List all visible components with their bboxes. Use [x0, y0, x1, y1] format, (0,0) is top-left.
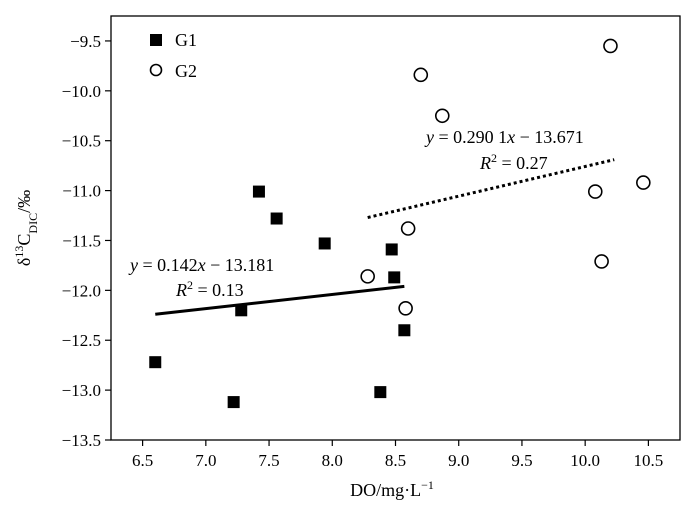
point-g2	[636, 175, 651, 190]
point-g1	[385, 243, 398, 256]
point-g1	[235, 304, 248, 317]
x-tick-label: 10.5	[634, 451, 664, 470]
x-tick-label: 8.0	[322, 451, 343, 470]
g1-equation: y = 0.142x − 13.181	[128, 255, 274, 275]
point-g2	[413, 67, 429, 83]
y-tick-label: −13.5	[62, 431, 101, 450]
x-tick-label: 10.0	[570, 451, 600, 470]
point-g1	[149, 356, 162, 369]
point-g2	[400, 221, 416, 236]
x-tick-label: 7.0	[195, 451, 216, 470]
y-tick-label: −13.0	[62, 381, 101, 400]
point-g2	[398, 301, 413, 316]
x-tick-label: 6.5	[132, 451, 153, 470]
point-g2	[360, 269, 375, 284]
y-tick-label: −12.5	[62, 331, 101, 350]
fit-line-g2	[367, 158, 615, 219]
y-tick-label: −11.0	[62, 182, 101, 201]
y-tick-label: −9.5	[70, 32, 101, 51]
x-tick-label: 7.5	[258, 451, 279, 470]
y-axis-title: δ13CDIC/‰	[12, 190, 40, 266]
g1-r-squared: R2 = 0.13	[175, 278, 244, 300]
point-g1	[270, 212, 283, 225]
legend: G1 G2	[149, 30, 197, 81]
fit-line-g1	[155, 284, 405, 316]
legend-marker-g1	[150, 34, 162, 46]
legend-label-g1: G1	[175, 30, 197, 50]
y-tick-label: −10.5	[62, 132, 101, 151]
y-tick-label: −10.0	[62, 82, 101, 101]
point-g2	[603, 38, 618, 54]
point-g1	[398, 324, 411, 337]
point-g1	[318, 237, 331, 250]
point-g2	[434, 108, 450, 124]
legend-label-g2: G2	[175, 61, 197, 81]
g2-equation: y = 0.290 1x − 13.671	[424, 127, 584, 147]
g2-r-squared: R2 = 0.27	[479, 151, 548, 173]
point-g1	[374, 386, 387, 399]
y-tick-label: −12.0	[62, 281, 101, 300]
y-tick-label: −11.5	[62, 231, 101, 250]
point-g2	[587, 184, 603, 199]
point-g1	[252, 185, 265, 198]
x-tick-label: 8.5	[385, 451, 406, 470]
data-points	[149, 38, 651, 409]
point-g1	[227, 396, 240, 409]
axis-ticks: 6.5 7.0 7.5 8.0 8.5 9.0 9.5 10.0 10.5 −9.5 −10.0 −1…	[62, 32, 664, 470]
point-g2	[594, 254, 609, 269]
x-tick-label: 9.5	[511, 451, 532, 470]
x-axis-title: DO/mg·L−1	[350, 478, 434, 500]
legend-marker-g2	[149, 63, 163, 77]
point-g1	[388, 271, 401, 284]
fit-lines	[155, 158, 615, 316]
x-tick-label: 9.0	[448, 451, 469, 470]
